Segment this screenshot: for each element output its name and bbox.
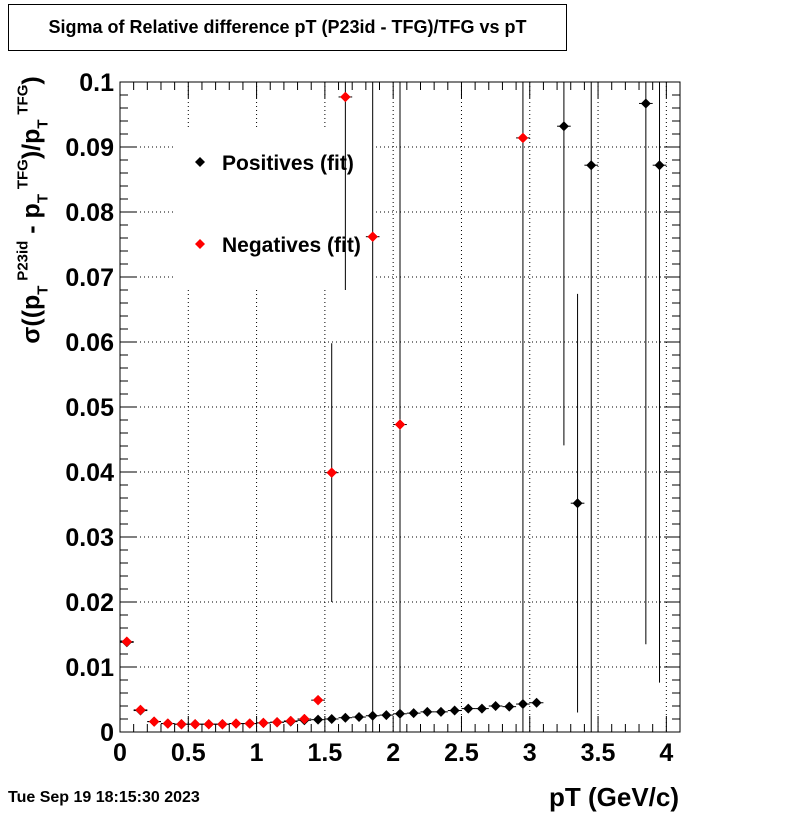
x-tick-label: 1.5 (307, 739, 342, 767)
positives-point (340, 712, 351, 723)
positives-point (326, 714, 337, 724)
negatives-point (148, 716, 160, 727)
negatives-point (271, 716, 283, 728)
negatives-point (340, 91, 351, 103)
negatives-point (285, 715, 297, 727)
negatives-point (135, 704, 146, 716)
negatives-point (189, 718, 201, 730)
positives-point (408, 708, 419, 719)
timestamp: Tue Sep 19 18:15:30 2023 (8, 789, 200, 806)
negatives-point (217, 718, 228, 730)
y-tick-label: 0.01 (65, 654, 114, 682)
y-tick-label: 0.04 (65, 459, 114, 487)
chart-title: Sigma of Relative difference pT (P23id -… (8, 4, 567, 51)
positives-point (490, 701, 501, 711)
x-tick-label: 3.5 (581, 739, 616, 767)
x-tick-label: 2.5 (444, 739, 479, 767)
negatives-point (312, 694, 324, 706)
x-tick-label: 0 (113, 739, 127, 767)
positives-point (586, 160, 597, 171)
positives-point (476, 703, 487, 714)
positives-point (449, 705, 460, 716)
negatives-point (394, 419, 406, 430)
positives-point (354, 712, 365, 723)
positives-point (558, 121, 569, 132)
x-axis-label: pT (GeV/c) (548, 782, 679, 812)
positives-point (313, 714, 324, 725)
y-tick-label: 0.02 (65, 589, 114, 617)
legend-marker-positives (195, 157, 205, 167)
y-tick-label: 0.06 (65, 329, 114, 357)
negatives-point (162, 718, 174, 729)
negatives-point (517, 132, 529, 144)
negatives-point (244, 718, 256, 729)
y-tick-label: 0.03 (65, 524, 114, 552)
positives-point (381, 710, 392, 721)
negatives-point (326, 467, 338, 479)
x-tick-label: 4 (659, 739, 673, 767)
y-tick-label: 0.08 (65, 199, 114, 227)
positives-point (572, 498, 583, 509)
positives-point (463, 703, 474, 714)
y-tick-label: 0.05 (65, 394, 114, 422)
negatives-point (299, 713, 310, 725)
positives-point (422, 706, 433, 717)
x-tick-label: 0.5 (171, 739, 206, 767)
negatives-point (230, 718, 242, 729)
y-tick-label: 0.09 (65, 134, 114, 162)
y-tick-label: 0.1 (79, 69, 114, 97)
positives-point (504, 701, 515, 712)
positives-point (640, 98, 651, 109)
x-tick-label: 3 (523, 739, 537, 767)
negatives-point (203, 718, 215, 730)
negatives-point (121, 636, 133, 648)
legend-label-negatives: Negatives (fit) (222, 234, 361, 257)
positives-point (654, 160, 665, 171)
legend-label-positives: Positives (fit) (222, 152, 354, 175)
negatives-point (258, 717, 269, 729)
y-tick-label: 0 (100, 719, 114, 747)
legend-marker-negatives (195, 239, 205, 249)
positives-point (531, 697, 542, 708)
negatives-point (176, 718, 187, 730)
x-tick-label: 1 (250, 739, 264, 767)
y-tick-label: 0.07 (65, 264, 114, 292)
legend-box (176, 128, 376, 288)
positives-point (435, 706, 446, 717)
negatives-point (367, 231, 379, 243)
x-tick-label: 2 (386, 739, 400, 767)
